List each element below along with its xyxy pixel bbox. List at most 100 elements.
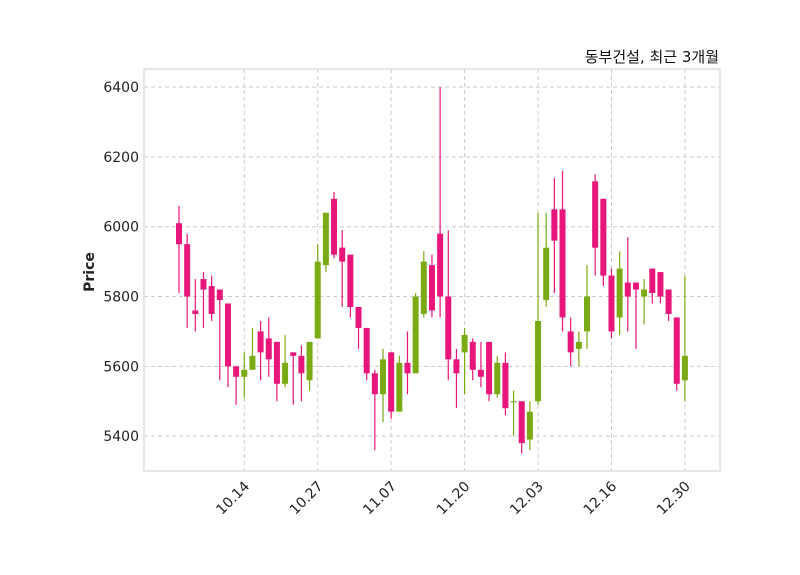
candle-body — [673, 317, 680, 384]
candle — [200, 272, 207, 328]
candles — [176, 87, 688, 454]
candle-body — [355, 306, 362, 328]
candle-body — [412, 296, 419, 374]
candle-body — [282, 362, 289, 384]
candle-body — [502, 362, 509, 409]
candle-body — [257, 331, 264, 353]
candle-body — [322, 212, 329, 266]
candle-body — [380, 359, 386, 395]
candle — [608, 268, 615, 339]
candle — [176, 205, 182, 294]
candle-body — [494, 362, 501, 395]
grid-lines — [144, 69, 720, 471]
candle — [437, 87, 444, 318]
candle — [494, 355, 501, 398]
candle-body — [551, 209, 558, 241]
candle-body — [347, 254, 354, 307]
candle-body — [632, 282, 639, 290]
chart-title: 동부건설, 최근 3개월 — [585, 48, 719, 66]
candle-body — [510, 401, 517, 403]
candle — [592, 174, 599, 276]
y-tick-label: 5400 — [103, 429, 139, 445]
candle — [224, 303, 231, 388]
candle-body — [216, 289, 223, 301]
candle — [502, 352, 509, 416]
candle-body — [176, 223, 182, 245]
candle-body — [445, 296, 452, 360]
candle-body — [575, 341, 582, 349]
candle-body — [477, 369, 484, 377]
candle — [535, 212, 542, 405]
candle-body — [437, 233, 444, 297]
candle — [339, 230, 346, 307]
candle — [461, 327, 468, 395]
candle — [306, 341, 313, 391]
candle — [486, 341, 493, 402]
candle-body — [208, 286, 215, 314]
candle — [314, 244, 321, 339]
candle-body — [371, 373, 378, 395]
candle — [681, 275, 688, 402]
candle-body — [396, 362, 403, 412]
candle-body — [535, 320, 542, 402]
y-axis-label: Price — [82, 252, 98, 292]
candle — [208, 275, 215, 321]
candle — [396, 355, 403, 412]
plot-frame — [143, 68, 721, 472]
candle — [559, 170, 566, 332]
candle-body — [331, 198, 338, 255]
candle — [575, 331, 582, 367]
candle-body — [306, 341, 313, 381]
candle — [257, 320, 264, 381]
candle-body — [600, 198, 607, 276]
candle — [404, 331, 411, 395]
x-tick-label: 10.14 — [213, 478, 253, 518]
candle-body — [567, 331, 574, 353]
candle — [380, 348, 386, 423]
candle-body — [453, 359, 460, 374]
candle — [624, 237, 631, 332]
candle-body — [559, 209, 566, 318]
candle-body — [314, 261, 321, 339]
candle-body — [249, 355, 256, 370]
candle-body — [518, 401, 525, 444]
candle — [192, 279, 199, 332]
candle — [363, 327, 370, 381]
candle — [453, 348, 460, 409]
candle-body — [404, 362, 411, 374]
x-tick-label: 12.03 — [507, 479, 547, 519]
candle — [184, 233, 191, 328]
y-tick-label: 6400 — [103, 80, 139, 96]
candle — [551, 177, 558, 294]
candle-body — [641, 289, 648, 297]
candle-body — [543, 247, 550, 301]
y-axis-ticks: 5400 5600 5800 6000 6200 6400 — [103, 80, 139, 445]
candle-body — [486, 341, 493, 395]
candle-body — [428, 265, 435, 311]
candle-body — [592, 181, 599, 248]
candle — [600, 198, 607, 287]
candle-body — [184, 244, 191, 297]
candle-body — [469, 341, 476, 370]
candle-body — [273, 341, 280, 384]
candle-body — [657, 272, 664, 297]
candle — [420, 251, 427, 318]
candle — [543, 212, 550, 307]
candle — [249, 327, 256, 370]
candle-body — [526, 411, 533, 440]
candle — [567, 317, 574, 367]
candle — [216, 289, 223, 381]
candle-body — [584, 296, 590, 332]
y-tick-label: 6200 — [103, 150, 139, 166]
candle — [584, 265, 590, 349]
y-tick-label: 6000 — [103, 220, 139, 236]
candle-body — [200, 279, 207, 290]
x-axis-ticks: 10.14 10.27 11.07 11.20 12.03 12.16 12.30 — [213, 478, 693, 518]
x-tick-label: 12.16 — [581, 478, 621, 518]
candle-body — [608, 275, 615, 332]
candle-body — [363, 327, 370, 374]
candle — [355, 306, 362, 349]
candle — [428, 254, 435, 318]
candle-body — [681, 355, 688, 381]
